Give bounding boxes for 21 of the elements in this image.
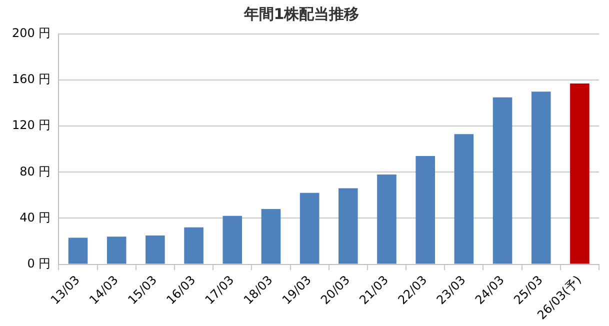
y-tick-label: 200 円 — [12, 26, 51, 40]
bar — [106, 236, 126, 264]
y-tick-label: 120 円 — [12, 118, 51, 132]
bar — [416, 156, 435, 264]
chart-title: 年間1株配当推移 — [242, 4, 360, 23]
bar — [222, 216, 242, 264]
bar — [261, 208, 281, 264]
bar — [570, 84, 590, 264]
bar — [377, 174, 396, 264]
bar — [300, 192, 320, 264]
y-tick-label: 160 円 — [12, 72, 51, 86]
y-tick-label: 0 円 — [27, 256, 51, 270]
bar — [492, 97, 512, 264]
bar — [531, 92, 551, 264]
bar — [338, 188, 358, 264]
y-tick-label: 40 円 — [20, 210, 51, 224]
bar — [146, 235, 165, 264]
bar — [454, 134, 474, 264]
bar — [184, 227, 204, 264]
y-tick-label: 80 円 — [20, 164, 51, 178]
bar — [68, 238, 88, 264]
